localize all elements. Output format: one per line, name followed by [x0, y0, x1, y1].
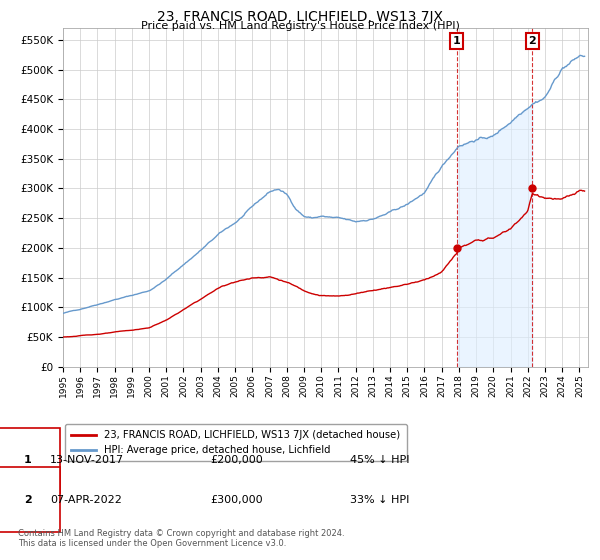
Text: 2: 2	[24, 494, 32, 505]
Text: 1: 1	[453, 36, 461, 46]
Text: £300,000: £300,000	[210, 494, 263, 505]
Text: 07-APR-2022: 07-APR-2022	[50, 494, 122, 505]
Text: Price paid vs. HM Land Registry's House Price Index (HPI): Price paid vs. HM Land Registry's House …	[140, 21, 460, 31]
Text: £200,000: £200,000	[210, 455, 263, 465]
Text: 23, FRANCIS ROAD, LICHFIELD, WS13 7JX: 23, FRANCIS ROAD, LICHFIELD, WS13 7JX	[157, 10, 443, 24]
Text: 13-NOV-2017: 13-NOV-2017	[50, 455, 124, 465]
Text: Contains HM Land Registry data © Crown copyright and database right 2024.
This d: Contains HM Land Registry data © Crown c…	[18, 529, 344, 548]
Text: 45% ↓ HPI: 45% ↓ HPI	[350, 455, 409, 465]
Text: 33% ↓ HPI: 33% ↓ HPI	[350, 494, 409, 505]
Text: 2: 2	[529, 36, 536, 46]
Text: 1: 1	[24, 455, 32, 465]
Legend: 23, FRANCIS ROAD, LICHFIELD, WS13 7JX (detached house), HPI: Average price, deta: 23, FRANCIS ROAD, LICHFIELD, WS13 7JX (d…	[65, 424, 407, 461]
